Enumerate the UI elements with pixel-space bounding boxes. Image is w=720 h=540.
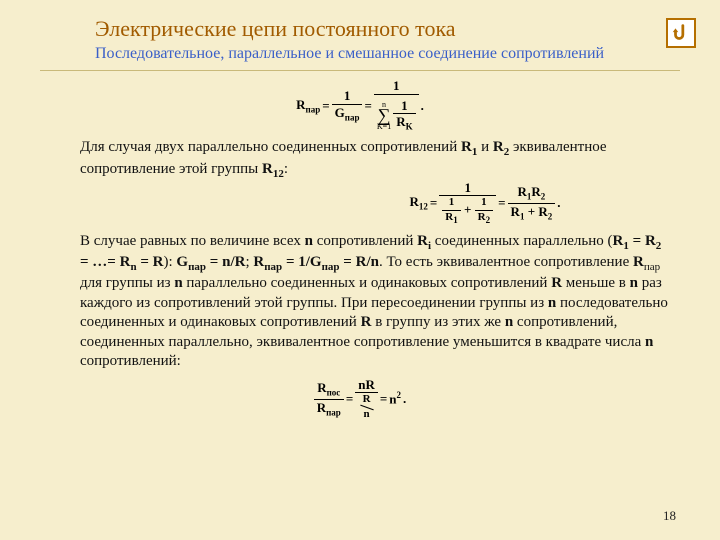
title-block: Электрические цепи постоянного тока Посл… [95, 16, 660, 64]
u-turn-icon [670, 22, 692, 44]
formula-ratio: Rпос Rпар = nR R n = n2 . [40, 378, 680, 421]
paragraph-two-resistors: Для случая двух параллельно соединенных … [80, 138, 670, 181]
formula-r12: R12 = 1 1 R1 + 1 R2 = R1R2 [40, 181, 680, 226]
back-button[interactable] [666, 18, 696, 48]
title-sub: Последовательное, параллельное и смешанн… [95, 44, 660, 64]
paragraph-equal-resistors: В случае равных по величине всех n сопро… [80, 232, 670, 372]
title-main: Электрические цепи постоянного тока [95, 16, 660, 42]
page-number: 18 [663, 508, 676, 524]
formula-r-par: Rпар = 1 Gпар = 1 n ∑ K=1 1 [40, 79, 680, 132]
divider [40, 70, 680, 71]
